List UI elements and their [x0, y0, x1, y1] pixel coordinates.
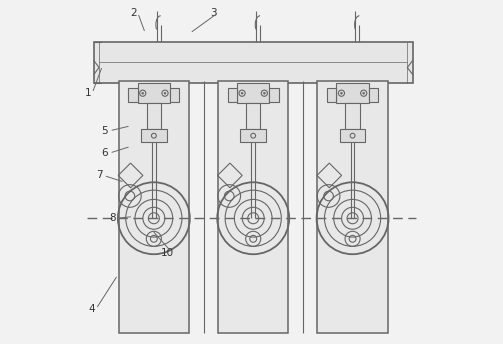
Bar: [170, 88, 180, 102]
Text: 3: 3: [210, 8, 217, 18]
Bar: [340, 129, 365, 142]
Text: 1: 1: [85, 88, 91, 98]
Bar: [228, 88, 237, 102]
Bar: [128, 88, 138, 102]
Bar: [138, 83, 170, 104]
Bar: [218, 81, 288, 333]
Bar: [246, 104, 261, 129]
Bar: [237, 83, 270, 104]
Text: 4: 4: [88, 304, 95, 314]
Circle shape: [341, 92, 343, 94]
Bar: [327, 88, 337, 102]
Text: 10: 10: [161, 248, 174, 258]
Bar: [337, 83, 369, 104]
Bar: [147, 104, 161, 129]
Bar: [94, 42, 412, 83]
Bar: [369, 88, 378, 102]
Text: 7: 7: [96, 170, 102, 180]
Bar: [119, 81, 189, 333]
Text: 5: 5: [102, 126, 108, 136]
Bar: [346, 104, 360, 129]
Circle shape: [142, 92, 144, 94]
Circle shape: [363, 92, 365, 94]
Bar: [240, 129, 266, 142]
Bar: [317, 81, 388, 333]
Bar: [141, 129, 166, 142]
Text: 8: 8: [110, 213, 116, 223]
Text: 2: 2: [130, 8, 137, 18]
Circle shape: [263, 92, 266, 94]
Text: 6: 6: [102, 148, 108, 158]
Circle shape: [164, 92, 166, 94]
Circle shape: [241, 92, 243, 94]
Bar: [270, 88, 279, 102]
